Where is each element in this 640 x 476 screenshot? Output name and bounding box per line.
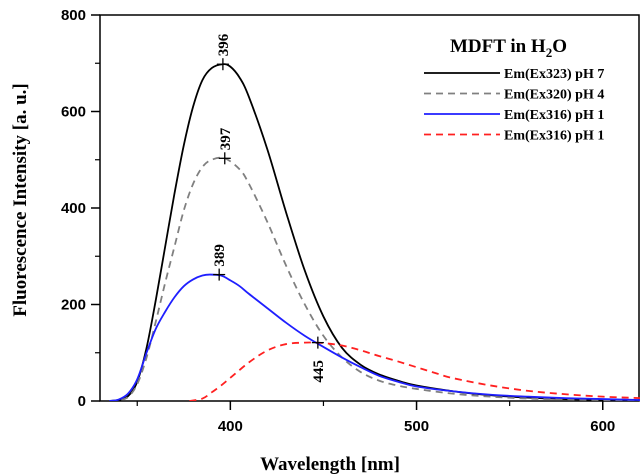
peak-label: 397 — [218, 127, 234, 150]
x-tick-label: 600 — [590, 418, 615, 435]
series-line-2 — [109, 156, 640, 401]
y-tick-label: 400 — [61, 200, 86, 217]
peak-label: 396 — [216, 33, 232, 56]
legend-title: MDFT in H2O — [450, 36, 567, 60]
peak-label: 445 — [311, 360, 327, 383]
y-axis-title: Fluorescence Intensity [a. u.] — [10, 83, 31, 316]
y-tick-label: 800 — [61, 7, 86, 24]
y-tick-label: 600 — [61, 104, 86, 121]
y-axis-ticks: 0 200 400 600 800 — [61, 7, 100, 410]
x-axis-ticks: 400 500 600 — [136, 401, 615, 435]
series-layer — [109, 63, 640, 401]
legend-label-2: Em(Ex320) pH 4 — [504, 88, 604, 103]
peak-annotations: 396 397 389 445 — [212, 33, 327, 382]
y-tick-label: 200 — [61, 297, 86, 314]
series-line-4 — [189, 341, 640, 401]
legend-label-3: Em(Ex316) pH 1 — [504, 108, 604, 123]
peak-label: 389 — [212, 244, 228, 267]
y-tick-label: 0 — [78, 393, 86, 410]
series-line-3 — [109, 273, 640, 401]
x-axis-title: Wavelength [nm] — [260, 454, 400, 475]
x-tick-label: 500 — [404, 418, 429, 435]
legend: MDFT in H2O Em(Ex323) pH 7 Em(Ex320) pH 4… — [424, 36, 604, 144]
legend-label-4: Em(Ex316) pH 1 — [504, 129, 604, 144]
legend-label-1: Em(Ex323) pH 7 — [504, 67, 604, 82]
x-tick-label: 400 — [218, 418, 243, 435]
